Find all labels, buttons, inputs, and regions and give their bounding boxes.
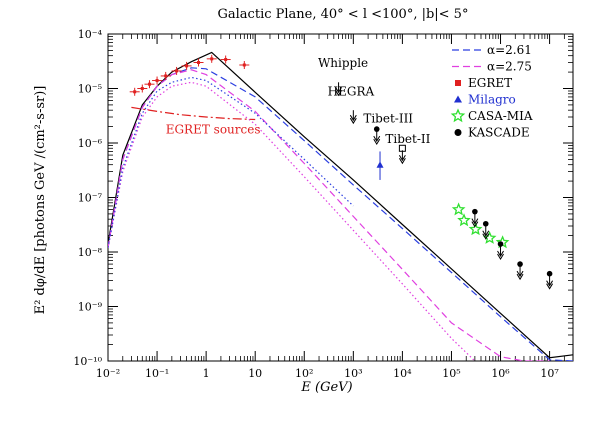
series-line-2 [108,69,550,361]
kascade-point-arrow-head2 [546,283,554,290]
series-line-3 [108,81,476,361]
kascade-point-arrow-head2 [482,233,490,240]
y-tick-label: 10⁻⁶ [78,137,103,150]
whipple-point-arrow-head [335,87,342,94]
x-tick-label: 10³ [344,367,362,380]
x-tick-label: 10⁴ [393,367,412,380]
egret-point [164,74,168,78]
hegra-point-arrow-head [349,114,357,122]
egret-point [185,64,189,68]
kascade-point [482,220,489,227]
annotation-label: Tibet-III [363,111,413,125]
legend-entry-5-marker [454,129,462,136]
tibet-iii-point-arrow-head2 [373,138,381,146]
series-line-0 [108,51,573,359]
annotation-label: Whipple [318,56,368,70]
y-tick-label: 10⁻⁸ [78,246,103,259]
egret-point [147,82,151,86]
tibet-iii-point [373,126,380,132]
kascade-point-arrow-head [471,218,479,225]
egret-point [242,63,246,67]
casa-mia-point [451,202,466,216]
y-axis-label: E² dφ/dE [photons GeV /(cm²-s-sr)] [33,86,48,315]
casa-mia-point [468,222,483,236]
egret-point [175,69,179,73]
kascade-point-arrow-head [482,230,490,237]
kascade-point-arrow-head2 [516,273,524,281]
kascade-point-arrow-head [497,250,504,258]
kascade-point [546,270,553,277]
kascade-point-arrow-head2 [471,221,479,228]
milagro-point [376,161,384,168]
x-tick-label: 10⁶ [491,367,510,380]
x-tick-label: 10⁻² [96,367,120,380]
chart-title: Galactic Plane, 40° < l <100°, |b|< 5° [218,7,469,22]
legend-entry-4-marker [450,108,466,123]
x-tick-label: 1 [203,367,210,380]
legend-entry-1-label: α=2.75 [487,60,532,74]
egret-point [197,60,201,64]
kascade-point-arrow-head2 [497,253,504,261]
x-tick-label: 10 [248,367,262,380]
x-tick-label: 10⁵ [442,367,460,380]
kascade-point-arrow-head [516,270,524,278]
legend-entry-3-label: Milagro [468,93,516,107]
legend: α=2.61 α=2.75 EGRET Milagro CASA-MIA KASCADE [450,43,533,140]
hegra-point-arrow-head2 [349,117,357,125]
annotation-label: HEGRA [328,84,375,98]
tibet-ii-point-arrow-head2 [398,158,406,165]
kascade-point [472,208,478,215]
annotation-label: EGRET sources [166,122,261,136]
legend-entry-2-marker [455,80,461,86]
legend-entry-4-label: CASA-MIA [468,109,533,123]
legend-entry-0-label: α=2.61 [487,43,532,57]
series-line-5 [131,106,256,121]
egret-point [155,79,159,83]
x-tick-label: 10⁻¹ [145,367,169,380]
kascade-point-arrow-head [546,280,554,287]
kascade-point [517,261,523,267]
y-tick-label: 10⁻⁷ [78,192,103,205]
egret-point [140,87,144,90]
x-tick-label: 10² [295,367,313,380]
legend-entry-5-label: KASCADE [468,126,530,140]
y-tick-label: 10⁻⁹ [78,301,103,314]
kascade-point [497,241,504,247]
whipple-point-arrow-head2 [335,90,342,97]
legend-entry-2-label: EGRET [468,76,512,90]
tibet-iii-point-arrow-head [373,135,381,143]
y-tick-label: 10⁻⁴ [78,28,103,41]
series-group [108,51,573,361]
y-tick-label: 10⁻⁵ [78,83,102,96]
egret-point [224,58,228,62]
x-axis-label: E (GeV) [300,380,352,395]
casa-mia-point [457,213,471,227]
series-line-4 [108,76,354,248]
tibet-ii-point-arrow-head [398,155,406,162]
egret-point [133,90,137,94]
y-tick-label: 10⁻¹⁰ [73,355,102,368]
annotation-label: Tibet-II [385,132,430,146]
legend-entry-3-marker [454,95,462,103]
series-line-1 [108,67,573,361]
x-tick-label: 10⁷ [540,367,559,380]
egret-point [210,57,214,61]
plot-area: 10⁻² 10⁻¹ 1 10 10² 10³ 10⁴ 10⁵ 10⁶ 10⁷ 10⁻¹⁰ 10⁻⁹ 10… [73,28,574,380]
